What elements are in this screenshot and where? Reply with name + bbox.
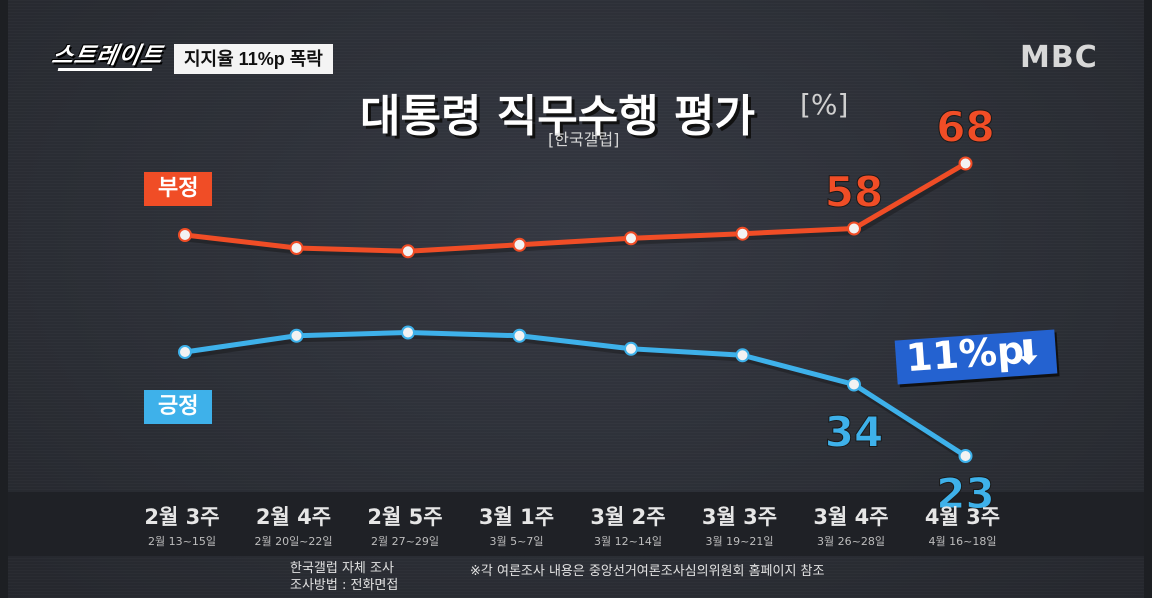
data-label-긍정-6: 34 [825, 408, 883, 457]
series-line-negative [184, 161, 967, 254]
x-tick-date-6: 3월 26~28일 [817, 534, 885, 548]
data-point-negative-3 [512, 237, 527, 252]
data-point-positive-0 [178, 345, 192, 359]
x-tick-label-3: 3월 1주 [479, 505, 554, 529]
x-tick-date-2: 2월 27~29일 [371, 534, 439, 548]
x-tick-label-1: 2월 4주 [256, 505, 331, 529]
data-label-부정-6: 58 [825, 168, 883, 217]
headline-tag: 지지율 11%p 폭락 [174, 44, 333, 74]
chart-title: 대통령 직무수행 평가 [360, 91, 755, 142]
frame-left [0, 0, 8, 598]
chart-unit: [%] [800, 88, 849, 121]
legend-positive: 긍정 [144, 390, 213, 424]
data-point-negative-0 [178, 228, 192, 242]
data-label-긍정-7: 23 [936, 469, 994, 518]
down-arrow-icon: ⬇ [1012, 332, 1044, 374]
data-point-positive-2 [401, 325, 415, 340]
data-point-positive-1 [289, 328, 304, 343]
data-point-negative-4 [624, 231, 638, 246]
x-tick-date-0: 2월 13~15일 [148, 534, 216, 548]
chart-source: [한국갤럽] [548, 130, 620, 149]
x-tick-label-2: 2월 5주 [367, 505, 442, 529]
data-point-positive-4 [624, 341, 638, 356]
x-tick-label-7: 4월 3주 [925, 505, 1000, 529]
x-tick-date-3: 3월 5~7일 [490, 534, 544, 548]
data-point-positive-5 [735, 348, 750, 363]
data-point-negative-5 [735, 226, 750, 241]
data-point-positive-3 [512, 328, 527, 343]
series-line-positive [184, 330, 967, 459]
x-axis-band [8, 492, 1144, 556]
x-tick-date-1: 2월 20일~22일 [254, 534, 332, 548]
data-point-negative-2 [401, 244, 415, 259]
x-tick-label-4: 3월 2주 [590, 505, 665, 529]
series-shadow-0 [186, 163, 970, 258]
footer-line-2: 조사방법 : 전화면접 [290, 578, 399, 593]
data-point-positive-6 [847, 377, 861, 392]
x-tick-date-5: 3월 19~21일 [706, 534, 774, 548]
data-point-positive-7 [958, 449, 973, 463]
data-point-negative-7 [958, 156, 973, 171]
data-point-negative-6 [847, 221, 861, 236]
change-badge-text: 11%p [904, 327, 1026, 381]
broadcaster-logo: MBC [1020, 40, 1098, 75]
data-label-부정-7: 68 [936, 103, 994, 152]
footer-survey-info: 한국갤럽 자체 조사 조사방법 : 전화면접 [290, 560, 398, 594]
x-tick-date-7: 4월 16~18일 [929, 534, 997, 548]
frame-right [1144, 0, 1152, 598]
footer-line-1: 한국갤럽 자체 조사 [290, 561, 394, 576]
legend-negative: 부정 [144, 172, 213, 206]
x-tick-label-5: 3월 3주 [702, 505, 777, 529]
x-tick-date-4: 3월 12~14일 [594, 534, 662, 548]
x-tick-label-6: 3월 4주 [813, 505, 888, 529]
data-point-negative-1 [289, 241, 304, 255]
footer-note: ※각 여론조사 내용은 중앙선거여론조사심의위원회 홈페이지 참조 [470, 564, 825, 579]
x-tick-label-0: 2월 3주 [144, 505, 219, 529]
